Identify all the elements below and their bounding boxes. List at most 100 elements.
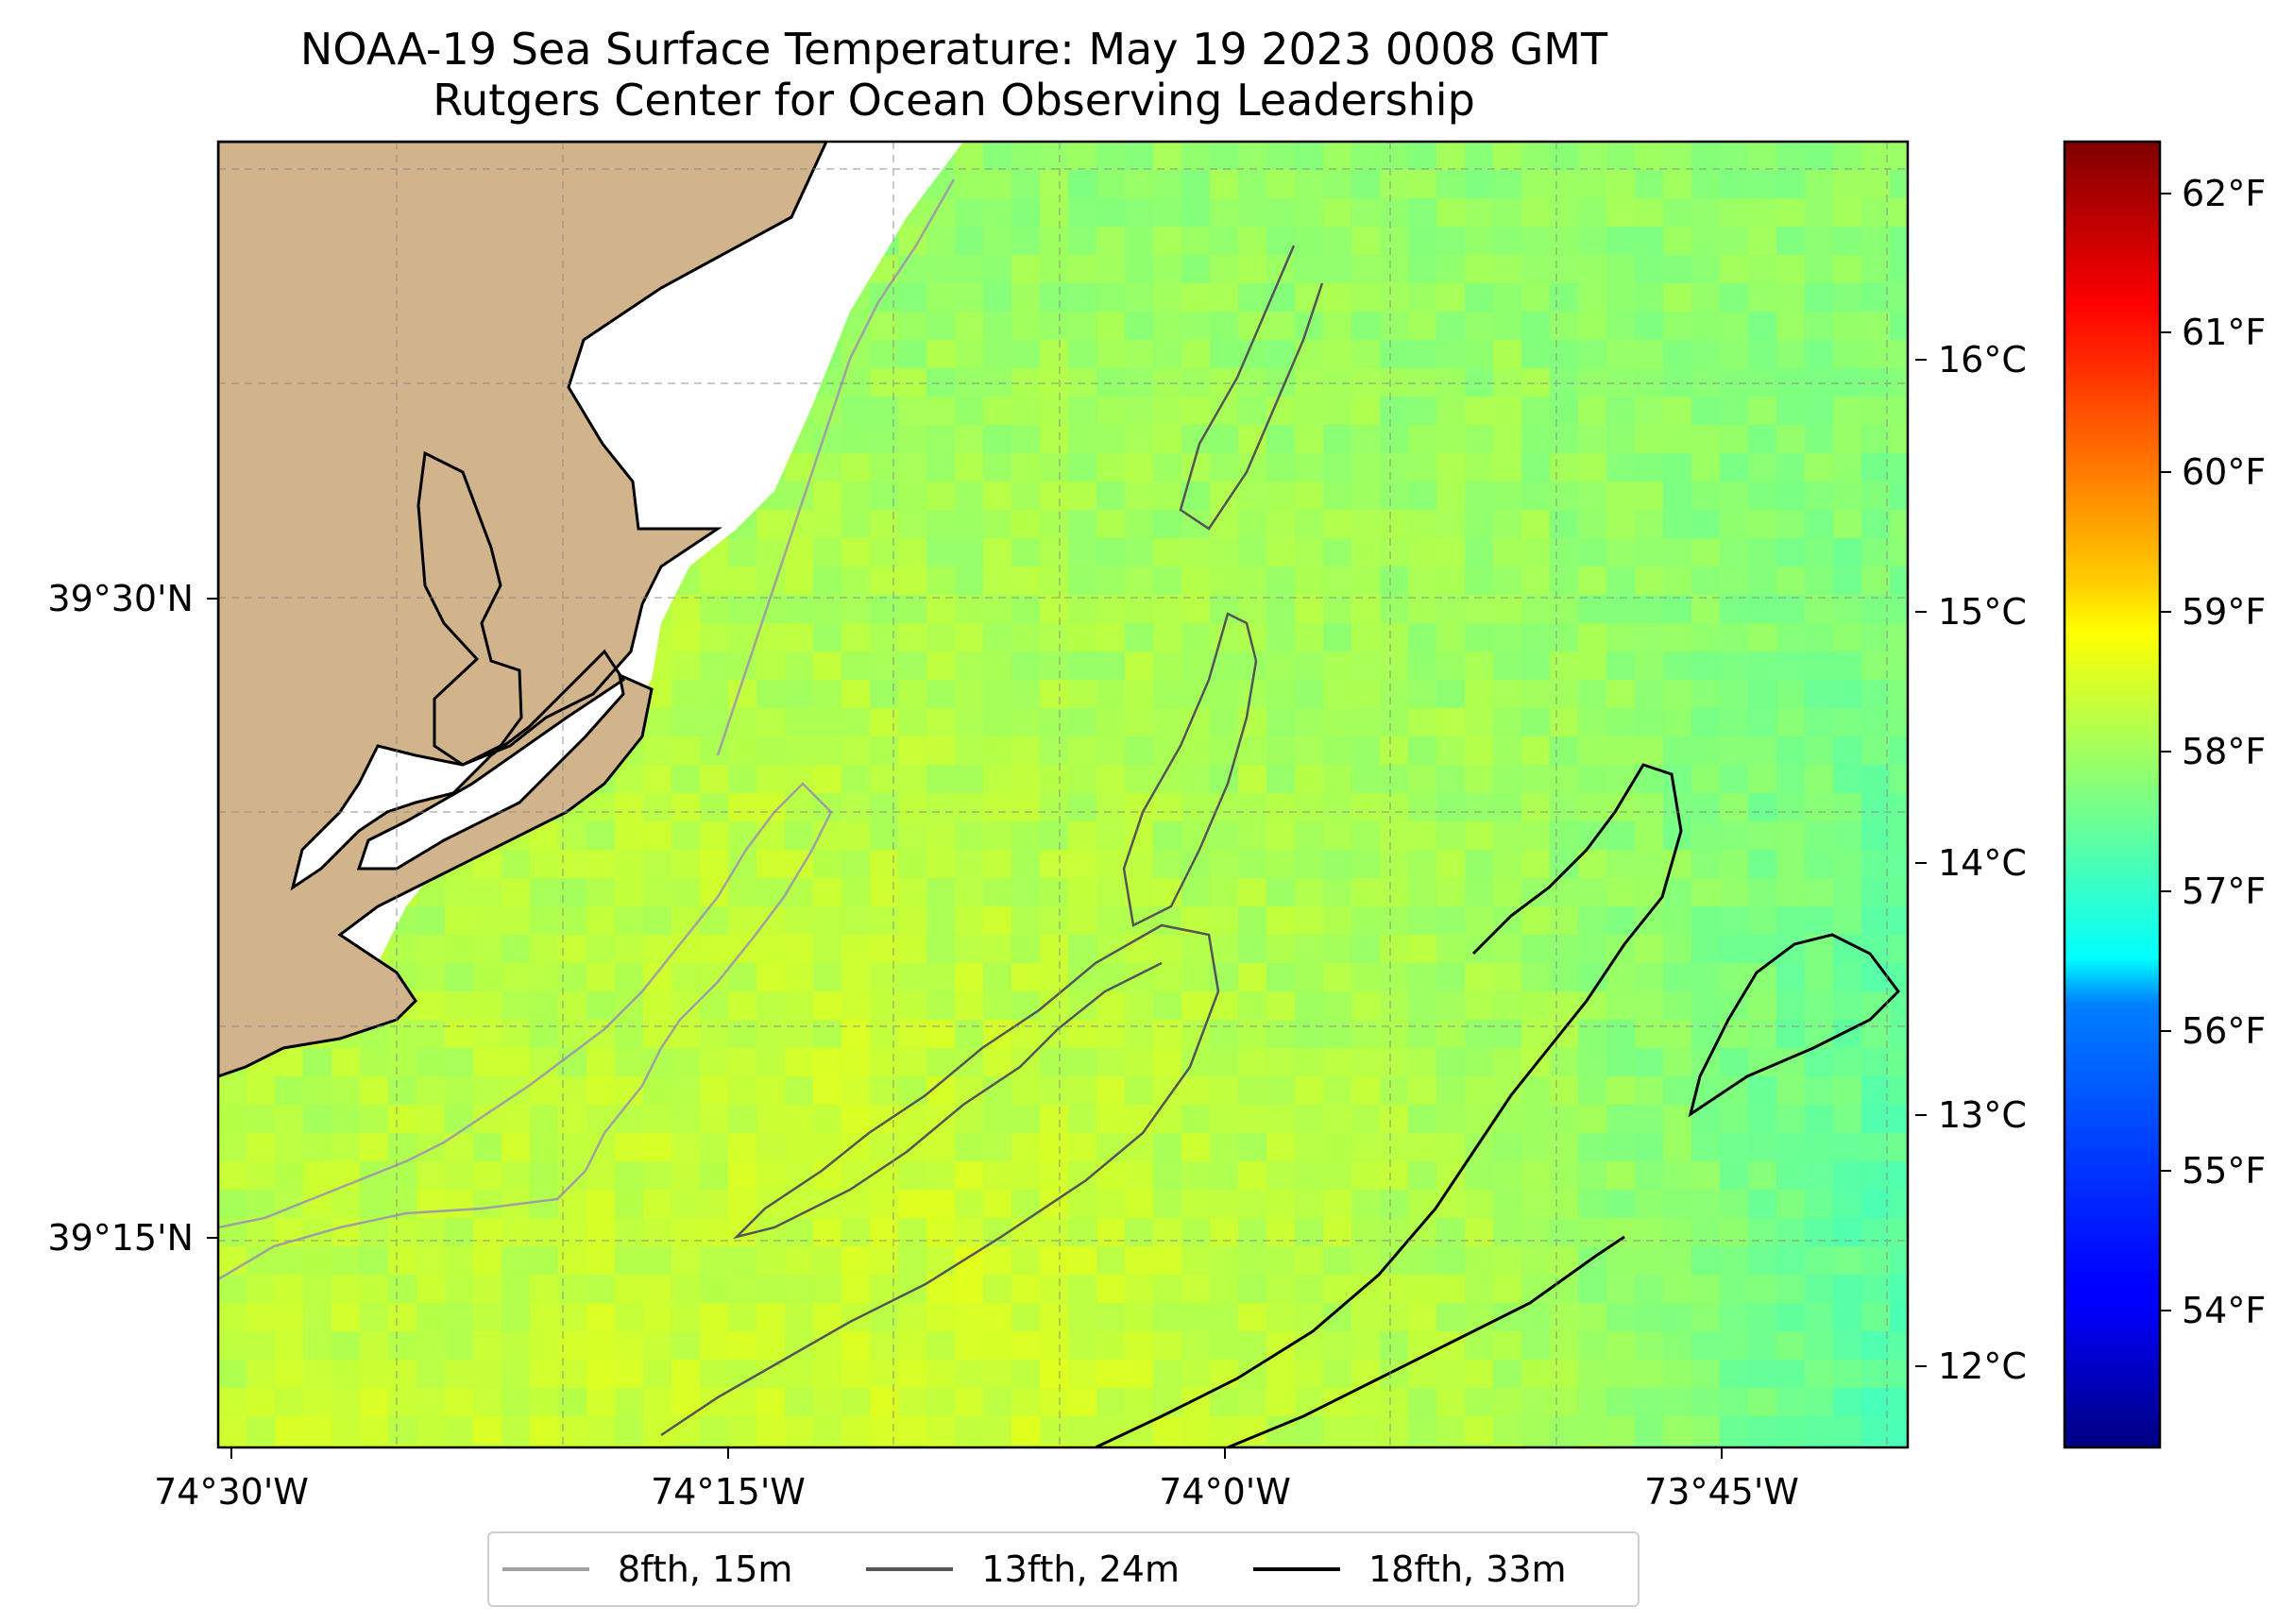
sst-cell	[1550, 283, 1579, 313]
sst-cell	[870, 1218, 899, 1247]
sst-cell	[1380, 1388, 1409, 1417]
sst-cell	[1550, 425, 1579, 454]
sst-cell	[1266, 651, 1296, 681]
sst-cell	[1238, 1246, 1267, 1276]
sst-cell	[1380, 878, 1409, 907]
sst-cell	[1068, 935, 1097, 964]
sst-cell	[1521, 1303, 1551, 1332]
sst-cell	[1465, 1275, 1494, 1304]
sst-cell	[1890, 510, 1908, 539]
sst-cell	[1351, 482, 1381, 511]
sst-cell	[1720, 425, 1749, 454]
sst-cell	[1550, 1360, 1579, 1389]
sst-cell	[1181, 1076, 1211, 1106]
sst-cell	[1493, 736, 1522, 766]
lat-label: 39°30'N	[47, 578, 194, 619]
sst-cell	[1153, 567, 1182, 596]
sst-cell	[983, 397, 1012, 426]
sst-cell	[1125, 736, 1154, 766]
contour-13fth	[660, 923, 1220, 1437]
sst-cell	[898, 482, 927, 511]
sst-cell	[473, 1331, 502, 1361]
sst-cell	[1323, 397, 1352, 426]
sst-cell	[1720, 651, 1749, 681]
sst-cell	[1465, 878, 1494, 907]
sst-cell	[1351, 963, 1381, 992]
sst-cell	[1493, 708, 1522, 737]
sst-cell	[1096, 1218, 1126, 1247]
sst-cell	[1096, 651, 1126, 681]
sst-cell	[1323, 991, 1352, 1021]
sst-cell	[1068, 878, 1097, 907]
sst-cell	[955, 425, 984, 454]
legend-swatch-13fth	[866, 1567, 954, 1571]
sst-cell	[1521, 991, 1551, 1021]
sst-cell	[841, 425, 871, 454]
sst-cell	[1691, 1190, 1721, 1219]
sst-cell	[1266, 595, 1296, 624]
sst-cell	[1295, 538, 1324, 567]
sst-cell	[1493, 1331, 1522, 1361]
sst-cell	[1550, 1303, 1579, 1332]
sst-cell	[1153, 595, 1182, 624]
sst-cell	[1380, 198, 1409, 228]
sst-cell	[1521, 1020, 1551, 1049]
sst-cell	[841, 1105, 871, 1134]
sst-cell	[1493, 793, 1522, 822]
sst-cell	[1748, 1105, 1777, 1134]
sst-cell	[473, 1133, 502, 1162]
sst-cell	[898, 765, 927, 794]
sst-cell	[926, 538, 956, 567]
sst-cell	[1040, 1416, 1069, 1446]
sst-cell	[1436, 482, 1466, 511]
sst-cell	[1550, 1388, 1579, 1417]
sst-cell	[1408, 1445, 1437, 1447]
sst-cell	[983, 482, 1012, 511]
sst-cell	[360, 1303, 389, 1332]
sst-cell	[955, 397, 984, 426]
sst-cell	[1153, 227, 1182, 256]
sst-cell	[1068, 397, 1097, 426]
sst-cell	[1720, 340, 1749, 369]
sst-cell	[1040, 453, 1069, 482]
sst-cell	[1691, 623, 1721, 652]
sst-cell	[1861, 1076, 1891, 1106]
sst-cell	[1465, 1416, 1494, 1446]
sst-cell	[1663, 397, 1692, 426]
sst-cell	[955, 1445, 984, 1447]
sst-cell	[1181, 142, 1211, 171]
sst-cell	[1720, 821, 1749, 851]
sst-cell	[1295, 1445, 1324, 1447]
sst-cell	[813, 1076, 842, 1106]
sst-cell	[1068, 227, 1097, 256]
sst-cell	[983, 765, 1012, 794]
sst-cell	[728, 991, 757, 1021]
sst-cell	[983, 453, 1012, 482]
sst-cell	[1238, 906, 1267, 936]
sst-cell	[530, 1360, 559, 1389]
sst-cell	[700, 1133, 729, 1162]
sst-cell	[615, 963, 644, 992]
sst-cell	[1635, 963, 1664, 992]
sst-cell	[1805, 963, 1834, 992]
sst-cell	[1436, 595, 1466, 624]
sst-cell	[275, 1388, 304, 1417]
sst-cell	[1748, 1133, 1777, 1162]
sst-cell	[1096, 1331, 1126, 1361]
sst-cell	[1635, 1048, 1664, 1077]
sst-cell	[1635, 538, 1664, 567]
sst-cell	[1210, 567, 1239, 596]
sst-cell	[1748, 1246, 1777, 1276]
sst-cell	[1578, 482, 1607, 511]
sst-cell	[813, 1218, 842, 1247]
sst-cell	[870, 1331, 899, 1361]
sst-cell	[1635, 283, 1664, 313]
sst-cell	[1153, 482, 1182, 511]
contour-8fth	[218, 782, 833, 1281]
sst-cell	[813, 1190, 842, 1219]
sst-cell	[1068, 1190, 1097, 1219]
sst-cell	[1465, 340, 1494, 369]
sst-cell	[445, 1275, 474, 1304]
sst-cell	[926, 623, 956, 652]
sst-cell	[1040, 142, 1069, 171]
